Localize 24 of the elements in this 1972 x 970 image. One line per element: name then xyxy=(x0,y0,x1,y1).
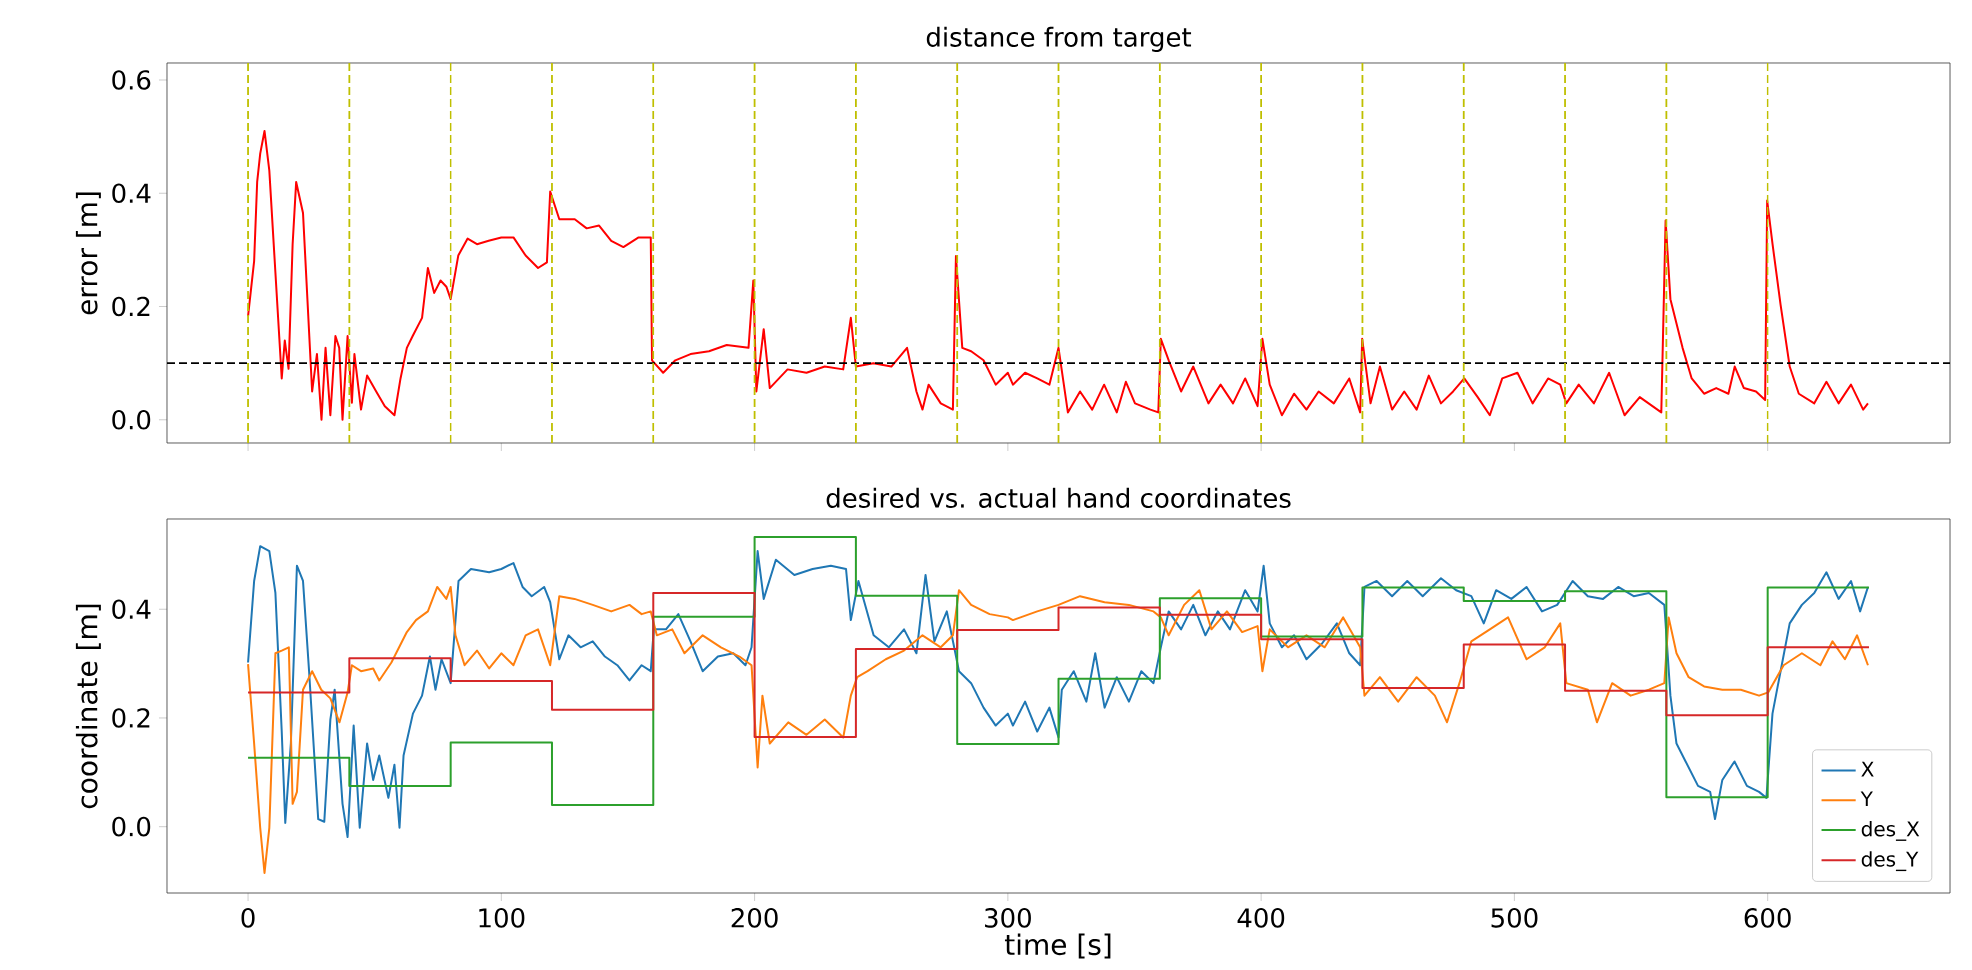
y-tick-label: 0.0 xyxy=(112,816,151,837)
x-tick-label: 600 xyxy=(1744,908,1791,928)
chart-title: desired vs. actual hand coordinates xyxy=(826,487,1291,508)
y-tick-label: 0.0 xyxy=(112,409,151,430)
chart-title: distance from target xyxy=(926,26,1192,52)
x-tick-label: 400 xyxy=(1237,908,1285,928)
x-tick-label: 200 xyxy=(731,908,778,928)
y-axis-title: error [m] xyxy=(75,192,101,315)
y-tick-label: 0.4 xyxy=(112,183,151,204)
y-tick-label: 0.4 xyxy=(112,599,151,620)
y-tick-label: 0.2 xyxy=(112,296,150,317)
x-tick-label: 300 xyxy=(985,908,1031,928)
legend-label: des_X xyxy=(1861,820,1920,841)
y-tick-label: 0.2 xyxy=(112,708,150,728)
legend-label: Y xyxy=(1860,791,1873,806)
legend-label: des_Y xyxy=(1861,851,1919,872)
y-tick-label: 0.6 xyxy=(112,70,151,90)
line-series xyxy=(247,129,1869,421)
y-axis-title: coordinate [m] xyxy=(75,604,101,809)
legend-label: X xyxy=(1861,761,1874,777)
x-axis-title: time [s] xyxy=(1004,933,1111,959)
x-tick-label: 0 xyxy=(241,908,255,928)
x-tick-label: 100 xyxy=(479,908,525,928)
x-tick-label: 500 xyxy=(1491,908,1538,928)
